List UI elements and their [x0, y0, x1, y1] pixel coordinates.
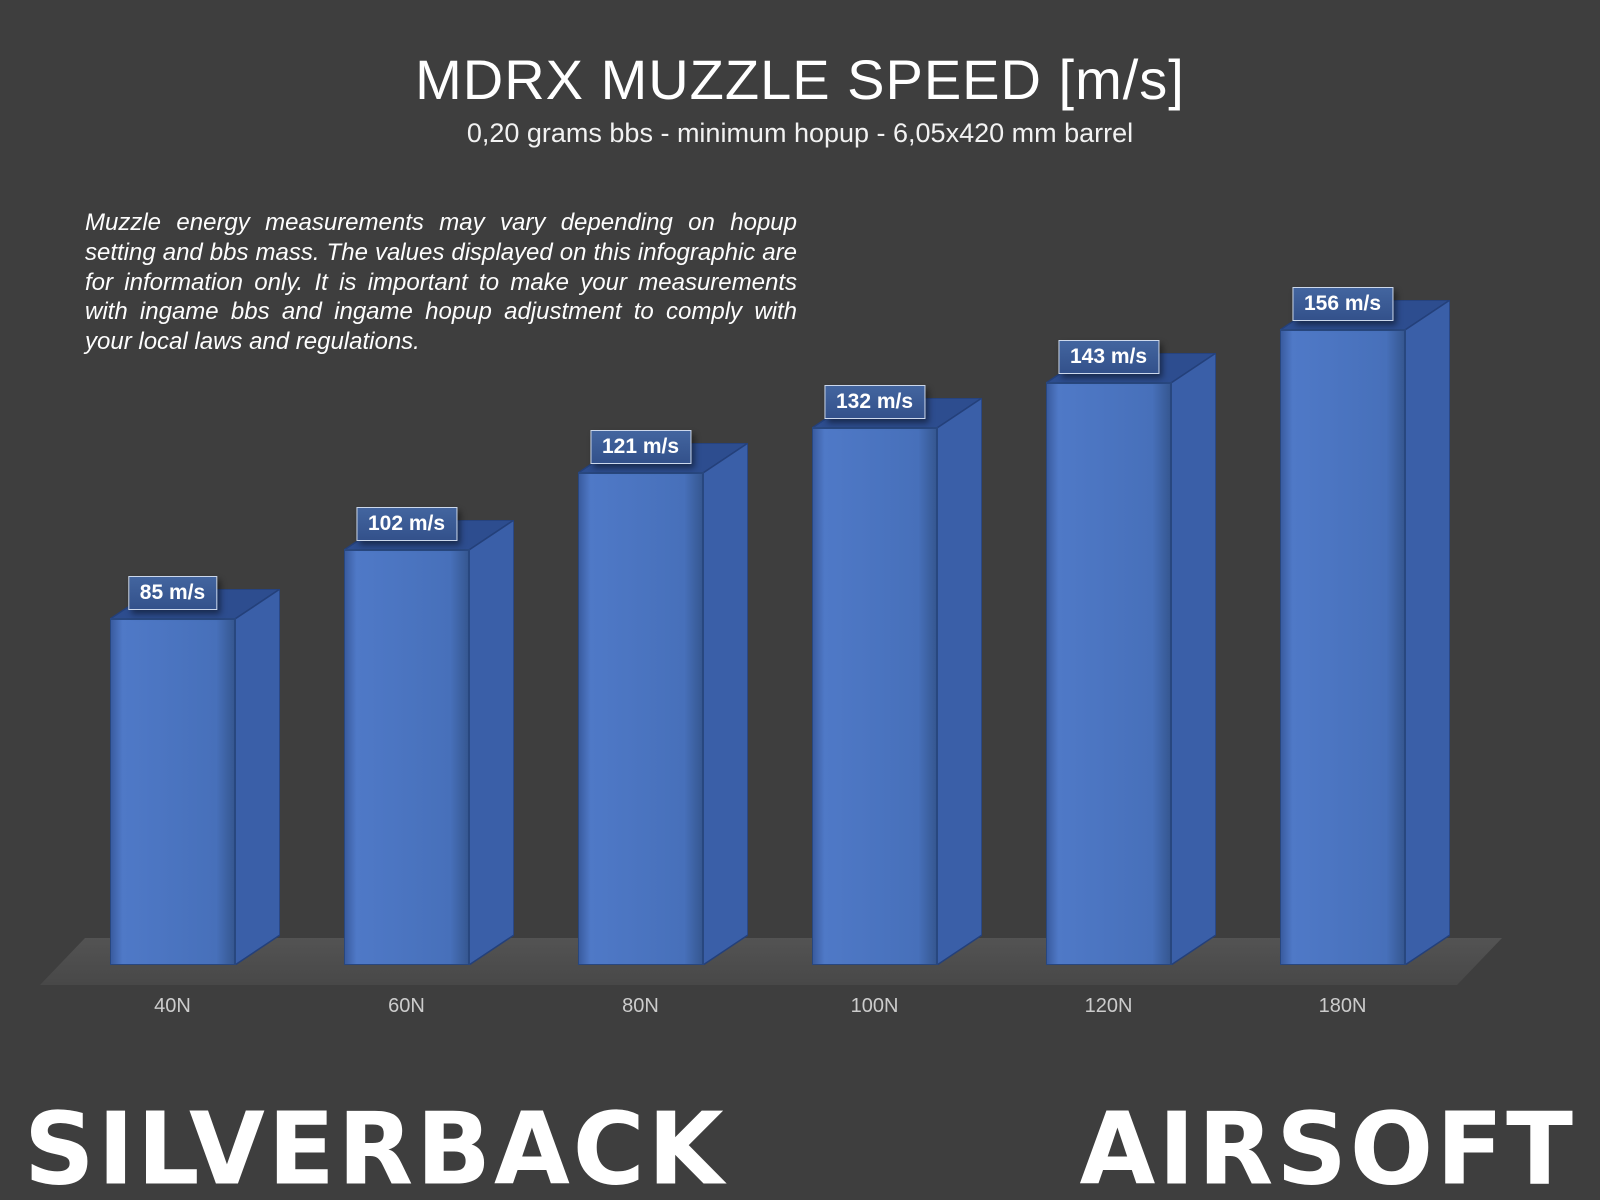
value-label-60N: 102 m/s: [355, 507, 458, 541]
category-label-180N: 180N: [1318, 995, 1367, 1017]
bar-40N: [110, 589, 280, 965]
chart-floor: [40, 938, 1502, 985]
bar-front-face: [1280, 329, 1406, 965]
value-label-80N: 121 m/s: [589, 430, 692, 464]
bar-side-face: [936, 398, 982, 965]
bar-120N: [1046, 353, 1216, 965]
value-label-100N: 132 m/s: [823, 385, 926, 419]
bar-side-face: [1170, 353, 1216, 965]
chart-header: MDRX MUZZLE SPEED [m/s] 0,20 grams bbs -…: [0, 52, 1600, 149]
category-label-80N: 80N: [622, 995, 659, 1017]
bar-front-face: [344, 549, 470, 965]
bar-front-face: [1046, 382, 1172, 965]
value-label-40N: 85 m/s: [127, 576, 218, 610]
bar-side-face: [702, 443, 748, 965]
chart-subtitle: 0,20 grams bbs - minimum hopup - 6,05x42…: [466, 118, 1134, 148]
category-label-60N: 60N: [388, 995, 425, 1017]
bar-front-face: [578, 472, 704, 965]
bar-side-face: [468, 520, 514, 965]
bar-side-face: [234, 589, 280, 965]
category-label-120N: 120N: [1084, 995, 1133, 1017]
category-label-40N: 40N: [154, 995, 191, 1017]
bar-side-face: [1404, 300, 1450, 965]
brand-silverback: SILVERBACK: [24, 1091, 727, 1200]
value-label-180N: 156 m/s: [1291, 287, 1394, 321]
bar-100N: [812, 398, 982, 965]
chart-title: MDRX MUZZLE SPEED [m/s]: [415, 48, 1185, 111]
bar-front-face: [812, 427, 938, 965]
brand-footer: SILVERBACK AIRSOFT: [0, 1091, 1600, 1200]
bar-front-face: [110, 618, 236, 965]
bar-180N: [1280, 300, 1450, 965]
brand-airsoft: AIRSOFT: [1079, 1091, 1576, 1200]
disclaimer-text: Muzzle energy measurements may vary depe…: [85, 209, 797, 355]
category-label-100N: 100N: [850, 995, 899, 1017]
bar-80N: [578, 443, 748, 965]
value-label-120N: 143 m/s: [1057, 340, 1160, 374]
bar-60N: [344, 520, 514, 965]
